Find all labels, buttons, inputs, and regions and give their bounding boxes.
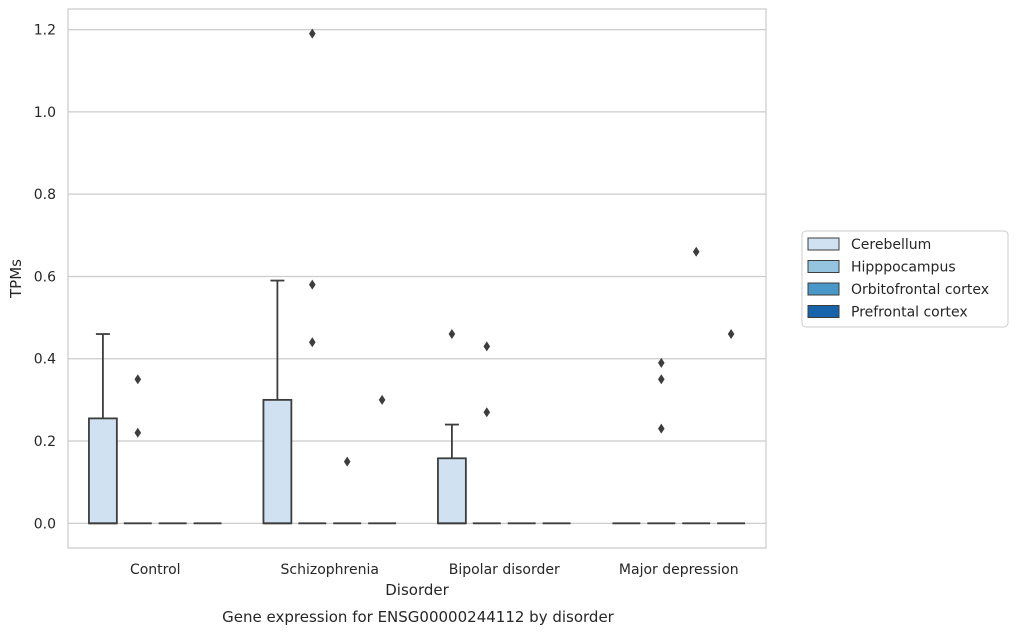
outlier-point <box>343 456 351 467</box>
box <box>437 457 467 525</box>
legend-label: Hipppocampus <box>851 260 956 276</box>
outlier-point <box>658 374 665 385</box>
box-plot <box>123 374 152 525</box>
outlier-point <box>134 374 142 385</box>
legend-label: Cerebellum <box>851 237 931 253</box>
box-plot <box>437 329 467 525</box>
figure-caption: Gene expression for ENSG00000244112 by d… <box>222 608 615 626</box>
outlier-point <box>378 394 386 405</box>
box <box>262 398 293 525</box>
box-plot <box>717 329 746 525</box>
x-axis-label: Disorder <box>385 581 449 599</box>
box-plot <box>682 246 711 525</box>
y-tick-label: 0.2 <box>34 434 56 450</box>
y-axis-label: TPMs <box>7 259 25 299</box>
legend-label: Orbitofrontal cortex <box>851 282 989 298</box>
outlier-point <box>134 427 142 438</box>
y-tick-label: 0.8 <box>34 187 56 203</box>
outlier-point <box>483 341 491 352</box>
legend-swatch <box>807 305 840 318</box>
box-plot <box>262 279 293 525</box>
outlier-point <box>658 423 665 434</box>
y-tick-label: 0.6 <box>34 269 56 285</box>
outlier-point <box>448 329 456 340</box>
outlier-point <box>692 246 700 257</box>
legend-frame <box>801 230 1009 328</box>
box-plot <box>298 28 327 525</box>
x-tick-label: Bipolar disorder <box>449 562 560 578</box>
y-tick-label: 1.0 <box>34 105 56 121</box>
box-plot <box>647 357 676 525</box>
y-tick-label: 1.2 <box>34 23 56 39</box>
x-tick-label: Major depression <box>619 562 739 578</box>
box-plot <box>472 341 501 525</box>
x-axis-ticks: Control Schizophrenia Bipolar disorder Majo… <box>130 562 739 578</box>
grid <box>68 28 766 524</box>
outlier-point <box>483 407 491 418</box>
outlier-point <box>727 329 735 340</box>
outlier-point <box>309 28 316 39</box>
legend-swatch <box>807 260 840 273</box>
y-tick-label: 0.0 <box>34 516 56 532</box>
box <box>88 417 118 525</box>
boxes <box>88 28 746 525</box>
outlier-point <box>309 279 316 290</box>
outlier-point <box>658 357 665 368</box>
x-tick-label: Schizophrenia <box>281 562 379 578</box>
box-plot <box>368 394 397 525</box>
box-plot <box>88 333 118 525</box>
legend-swatch <box>807 282 840 296</box>
box-plot <box>333 456 362 525</box>
y-axis-ticks: 0.0 0.2 0.4 0.6 0.8 1.0 1.2 <box>34 23 56 533</box>
legend: Cerebellum Hipppocampus Orbitofrontal cort… <box>801 230 1009 328</box>
legend-label: Prefrontal cortex <box>851 305 968 321</box>
outlier-point <box>309 337 316 348</box>
plot-frame <box>67 8 767 549</box>
y-tick-label: 0.4 <box>34 352 56 368</box>
legend-swatch <box>807 237 840 251</box>
x-tick-label: Control <box>130 562 181 578</box>
